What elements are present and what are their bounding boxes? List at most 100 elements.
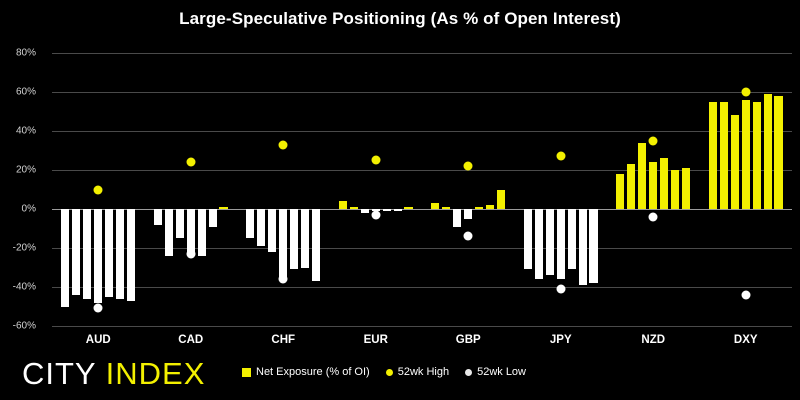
x-axis-label-eur: EUR bbox=[363, 334, 388, 346]
brand-logo-primary: CITY bbox=[22, 356, 97, 391]
gridline bbox=[52, 131, 792, 132]
bar bbox=[186, 209, 195, 254]
gridline bbox=[52, 170, 792, 171]
legend-item: Net Exposure (% of OI) bbox=[242, 366, 370, 378]
bar bbox=[671, 170, 680, 209]
bar bbox=[257, 209, 266, 247]
bar bbox=[486, 205, 495, 209]
legend-item: 52wk High bbox=[385, 366, 449, 378]
bar bbox=[105, 209, 114, 297]
plot-area: 80% 60% 40% 20% 0% -20% -40% -60% bbox=[13, 48, 793, 332]
bar bbox=[290, 209, 299, 270]
bar bbox=[681, 168, 691, 209]
chart-legend: Net Exposure (% of OI) 52wk High 52wk Low bbox=[242, 366, 526, 378]
bar bbox=[164, 209, 173, 256]
bar bbox=[730, 115, 739, 209]
gridline bbox=[52, 326, 792, 327]
bar bbox=[371, 209, 380, 211]
bar bbox=[578, 209, 587, 286]
bar bbox=[741, 99, 750, 209]
y-axis-tick-label: 60% bbox=[15, 86, 36, 98]
bar bbox=[763, 93, 772, 209]
marker-52wk-high bbox=[371, 155, 381, 165]
bar-group-cad bbox=[145, 53, 238, 326]
bar bbox=[360, 209, 369, 213]
bar bbox=[219, 207, 228, 209]
bar bbox=[719, 101, 728, 209]
bar bbox=[534, 209, 543, 280]
legend-dot-icon bbox=[385, 368, 393, 376]
bar bbox=[638, 142, 647, 209]
bar bbox=[83, 209, 92, 299]
bar-group-nzd bbox=[607, 53, 700, 326]
bar bbox=[382, 209, 391, 211]
x-axis-label-jpy: JPY bbox=[549, 334, 572, 346]
bar bbox=[649, 162, 658, 209]
legend-label: Net Exposure (% of OI) bbox=[256, 366, 370, 378]
marker-52wk-high bbox=[556, 151, 566, 161]
y-axis-tick-label: 80% bbox=[15, 47, 36, 59]
x-axis-label-nzd: NZD bbox=[641, 334, 666, 346]
x-axis-label-aud: AUD bbox=[85, 334, 111, 346]
bar bbox=[404, 207, 413, 209]
bar bbox=[589, 209, 598, 284]
bar bbox=[545, 209, 554, 276]
x-axis-label-chf: CHF bbox=[271, 334, 296, 346]
legend-dot-icon bbox=[465, 368, 473, 376]
bar bbox=[311, 209, 321, 282]
bar bbox=[496, 189, 506, 209]
marker-52wk-low bbox=[463, 231, 473, 241]
y-axis-tick-label: -60% bbox=[12, 320, 36, 332]
y-axis-tick-label: 0% bbox=[21, 203, 36, 215]
gridline bbox=[52, 248, 792, 249]
bar bbox=[116, 209, 125, 299]
bar bbox=[126, 209, 136, 301]
bar bbox=[752, 101, 761, 209]
gridline bbox=[52, 287, 792, 288]
marker-52wk-high bbox=[278, 140, 288, 150]
brand-logo: CITY INDEX bbox=[22, 356, 205, 392]
bar bbox=[431, 203, 440, 209]
bar bbox=[61, 209, 70, 307]
bar bbox=[556, 209, 565, 280]
bar bbox=[464, 209, 473, 219]
marker-52wk-high bbox=[463, 161, 473, 171]
bar bbox=[301, 209, 310, 268]
bar bbox=[453, 209, 462, 227]
page-title: Large-Speculative Positioning (As % of O… bbox=[179, 9, 621, 28]
bar bbox=[94, 209, 103, 303]
bar-group-aud bbox=[52, 53, 145, 326]
zero-axis-line bbox=[52, 209, 792, 210]
bar bbox=[475, 207, 484, 209]
bar bbox=[442, 207, 451, 209]
bar bbox=[708, 101, 717, 209]
legend-label: 52wk Low bbox=[477, 366, 526, 378]
gridline bbox=[52, 92, 792, 93]
x-axis-label-gbp: GBP bbox=[455, 334, 481, 346]
bar-group-jpy bbox=[515, 53, 608, 326]
bar bbox=[349, 207, 358, 209]
bar bbox=[279, 209, 288, 278]
bar bbox=[774, 95, 783, 209]
bar-group-eur bbox=[330, 53, 423, 326]
bar bbox=[338, 201, 347, 209]
legend-item: 52wk Low bbox=[465, 366, 526, 378]
footer: CITY INDEX Net Exposure (% of OI) 52wk Hig… bbox=[0, 352, 800, 400]
x-axis-label-dxy: DXY bbox=[733, 334, 758, 346]
y-axis-tick-label: 20% bbox=[15, 164, 36, 176]
bar bbox=[660, 158, 669, 209]
bar-group-gbp bbox=[422, 53, 515, 326]
bar bbox=[246, 209, 255, 239]
bar bbox=[175, 209, 184, 239]
bar bbox=[208, 209, 217, 227]
brand-logo-secondary: INDEX bbox=[105, 356, 206, 391]
marker-52wk-low bbox=[556, 284, 566, 294]
y-axis-tick-label: -40% bbox=[12, 281, 36, 293]
bar-group-dxy bbox=[700, 53, 793, 326]
marker-52wk-low bbox=[371, 210, 381, 220]
marker-52wk-low bbox=[93, 303, 103, 313]
bar bbox=[268, 209, 277, 252]
bar bbox=[153, 209, 162, 225]
marker-52wk-high bbox=[648, 136, 658, 146]
